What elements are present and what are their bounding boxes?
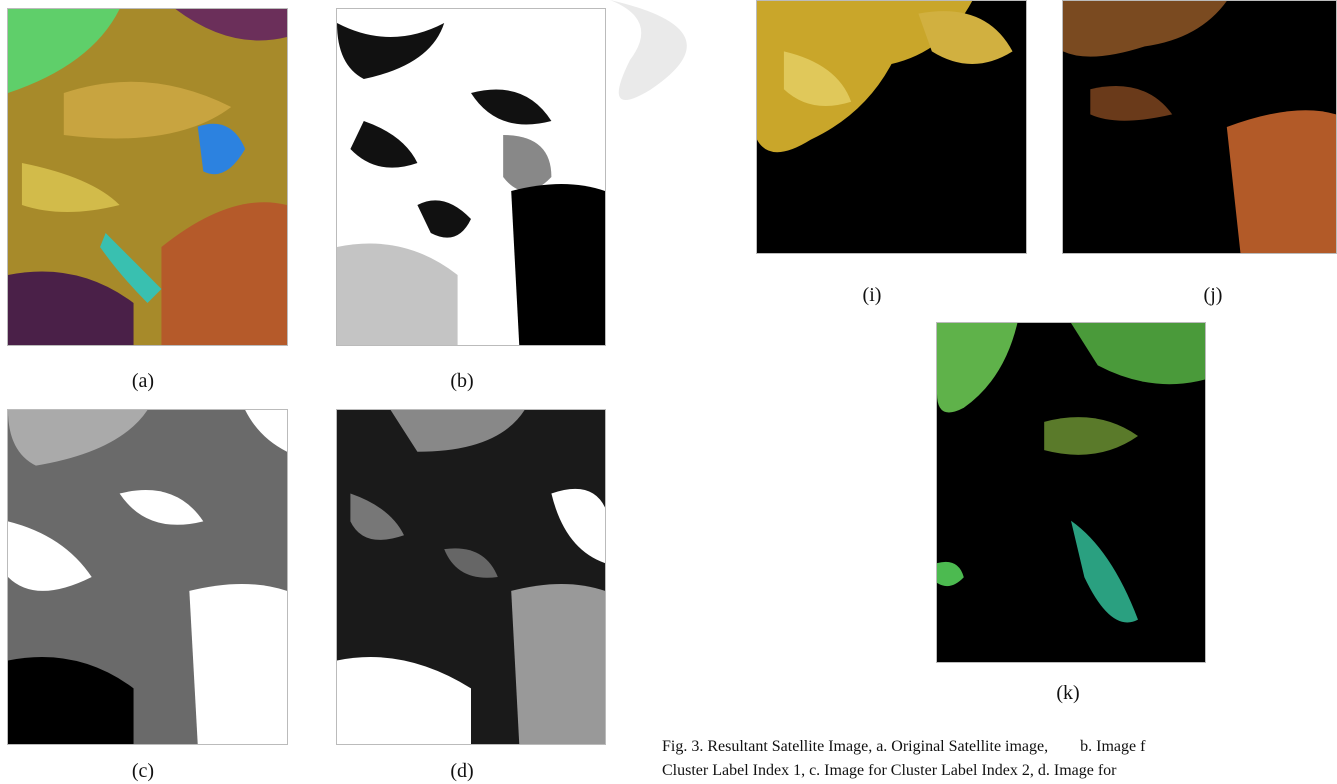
caption-line: Fig. 3. Resultant Satellite Image, a. Or…	[662, 738, 1145, 756]
panel-label: (c)	[132, 760, 154, 783]
panel-label: (d)	[450, 760, 473, 783]
cluster-image	[337, 410, 605, 744]
panel-label: (a)	[132, 370, 154, 393]
image-k	[936, 322, 1206, 663]
cluster-image	[757, 1, 1026, 253]
cluster-image	[937, 323, 1205, 662]
image-c	[7, 409, 288, 745]
cluster-image	[1063, 1, 1336, 253]
watermark-shape	[610, 0, 687, 100]
cluster-image	[8, 410, 287, 744]
panel-label: (i)	[863, 284, 882, 307]
image-d	[336, 409, 606, 745]
image-i	[756, 0, 1027, 254]
image-j	[1062, 0, 1337, 254]
panel-label: (k)	[1056, 682, 1079, 705]
caption-line: Cluster Label Index 1, c. Image for Clus…	[662, 762, 1117, 780]
image-b	[336, 8, 606, 346]
panel-label: (j)	[1204, 284, 1223, 307]
page: (a) (b) (c) (d) (i)	[0, 0, 1337, 784]
cluster-image	[337, 9, 605, 345]
panel-label: (b)	[450, 370, 473, 393]
satellite-image	[8, 9, 287, 345]
image-a	[7, 8, 288, 346]
